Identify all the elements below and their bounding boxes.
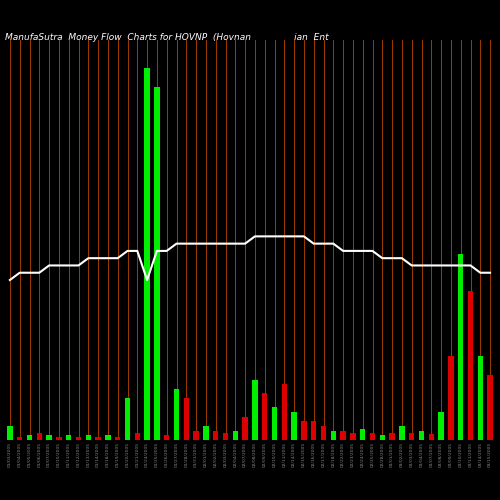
Bar — [370, 432, 375, 440]
Bar — [125, 398, 130, 440]
Bar — [232, 430, 238, 440]
Bar — [36, 432, 42, 440]
Bar — [340, 430, 346, 440]
Bar — [86, 436, 91, 440]
Bar — [164, 436, 170, 440]
Bar — [76, 437, 81, 440]
Bar — [154, 86, 160, 440]
Bar — [7, 426, 12, 440]
Bar — [223, 432, 228, 440]
Bar — [194, 430, 199, 440]
Bar — [350, 432, 356, 440]
Bar — [56, 437, 62, 440]
Bar — [184, 398, 189, 440]
Bar — [321, 426, 326, 440]
Bar — [301, 422, 306, 440]
Bar — [292, 412, 297, 440]
Bar — [311, 422, 316, 440]
Bar — [458, 254, 464, 440]
Bar — [478, 356, 483, 440]
Bar — [330, 430, 336, 440]
Bar — [96, 437, 101, 440]
Text: ManufaSutra  Money Flow  Charts for HOVNP  (Hovnan               ian  Ent: ManufaSutra Money Flow Charts for HOVNP … — [5, 32, 328, 42]
Bar — [409, 432, 414, 440]
Bar — [17, 437, 22, 440]
Bar — [213, 430, 218, 440]
Bar — [262, 394, 268, 440]
Bar — [144, 68, 150, 440]
Bar — [438, 412, 444, 440]
Bar — [242, 416, 248, 440]
Bar — [448, 356, 454, 440]
Bar — [272, 408, 277, 440]
Bar — [66, 436, 71, 440]
Bar — [115, 437, 120, 440]
Bar — [360, 429, 366, 440]
Bar — [428, 434, 434, 440]
Bar — [105, 436, 110, 440]
Bar — [252, 380, 258, 440]
Bar — [399, 426, 404, 440]
Bar — [468, 291, 473, 440]
Bar — [174, 389, 179, 440]
Bar — [27, 436, 32, 440]
Bar — [46, 436, 52, 440]
Bar — [419, 430, 424, 440]
Bar — [134, 432, 140, 440]
Bar — [203, 426, 208, 440]
Bar — [282, 384, 287, 440]
Bar — [488, 375, 493, 440]
Bar — [380, 436, 385, 440]
Bar — [390, 432, 395, 440]
